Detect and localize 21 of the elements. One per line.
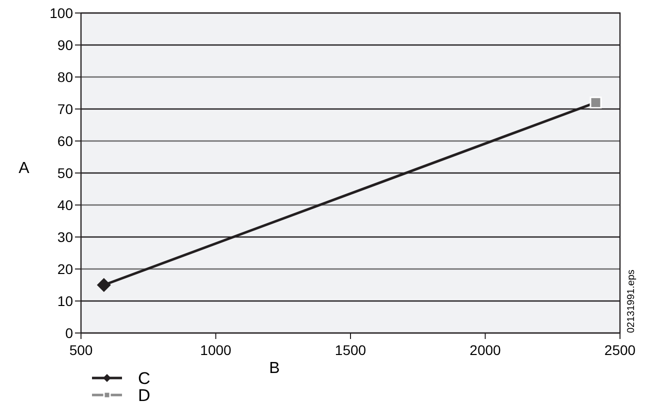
x-tick-label: 2500: [604, 342, 636, 358]
y-tick-label: 20: [57, 260, 74, 277]
x-tick-label: 1000: [200, 342, 232, 358]
y-axis-title: A: [18, 160, 30, 177]
y-tick-label: 90: [57, 36, 74, 53]
x-tick-label: 2000: [470, 342, 502, 358]
y-tick-label: 30: [57, 228, 74, 245]
y-tick-label: 100: [50, 4, 74, 21]
y-tick-label: 60: [57, 132, 74, 149]
x-tick-label: 500: [69, 342, 93, 358]
legend-label: C: [138, 368, 150, 388]
legend-label: D: [138, 386, 150, 405]
y-tick-label: 70: [57, 100, 74, 117]
y-tick-label: 10: [57, 292, 74, 309]
x-axis-title: B: [269, 360, 280, 377]
x-tick-label: 1500: [334, 342, 366, 358]
y-tick-label: 40: [57, 196, 74, 213]
text: 02131991.eps: [626, 270, 637, 333]
y-tick-label: 50: [57, 164, 74, 181]
y-tick-label: 0: [65, 324, 74, 341]
y-tick-label: 80: [57, 68, 74, 85]
